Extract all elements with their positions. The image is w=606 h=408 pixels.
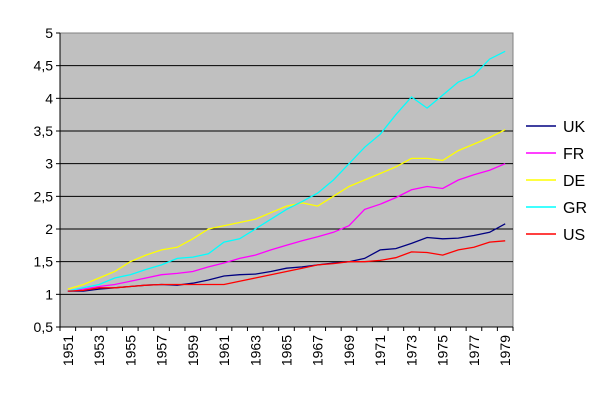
x-tick-label: 1963 [247,335,263,366]
x-tick-label: 1957 [154,335,170,366]
y-tick-label: 3,5 [34,123,54,139]
legend-label-gr: GR [563,200,587,217]
x-tick-label: 1959 [185,335,201,366]
series-lines [67,50,506,292]
y-tick-label: 5 [45,25,53,41]
x-tick-label: 1953 [91,335,107,366]
y-tick-label: 2 [45,221,53,237]
x-tick-label: 1969 [341,335,357,366]
x-tick-label: 1967 [310,335,326,366]
y-tick-label: 1 [45,286,53,302]
legend-label-us: US [563,227,585,244]
gridlines [60,65,513,295]
x-tick-label: 1965 [279,335,295,366]
legend: UK FR DE GR US [526,119,587,244]
axes: 0,5 1 1,5 2 2,5 3 3,5 4 4,5 5 1951 1953 1955 1957 1959… [34,25,514,366]
x-tick-label: 1955 [122,335,138,366]
plot-area [59,32,514,328]
series-line-fr [67,163,506,292]
x-tick-label: 1979 [497,335,513,366]
x-tick-label: 1973 [403,335,419,366]
series-line-de [67,129,506,290]
y-tick-label: 3 [45,156,53,172]
x-tick-label: 1971 [372,335,388,366]
y-tick-label: 0,5 [34,319,54,335]
x-tick-label: 1951 [60,335,76,366]
x-tick-label: 1975 [435,335,451,366]
legend-label-uk: UK [563,119,586,136]
y-tick-label: 1,5 [34,254,54,270]
series-line-gr [67,50,506,292]
series-line-us [67,240,506,292]
legend-label-de: DE [563,173,585,190]
y-tick-label: 2,5 [34,188,54,204]
x-tick-label: 1977 [466,335,482,366]
y-tick-label: 4 [45,90,53,106]
x-tick-label: 1961 [216,335,232,366]
y-tick-label: 4,5 [34,58,54,74]
legend-label-fr: FR [563,146,584,163]
